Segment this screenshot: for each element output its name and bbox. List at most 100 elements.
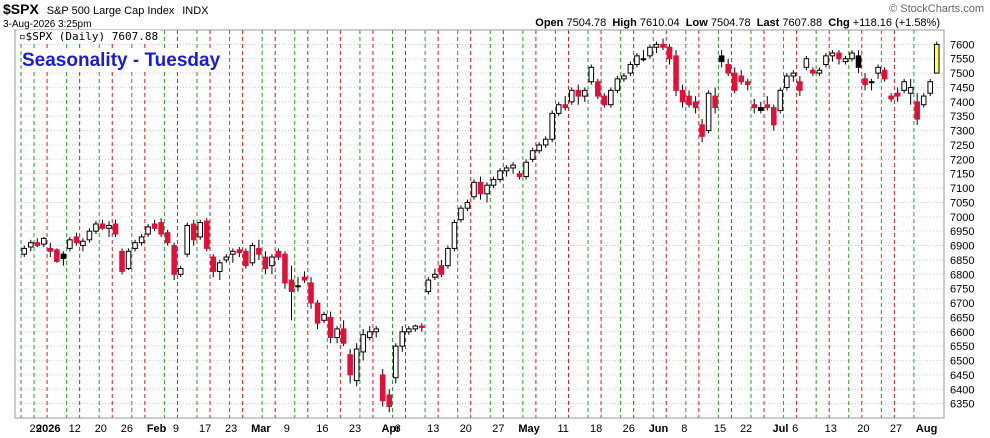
candle-body (282, 253, 288, 284)
candle-body (327, 316, 334, 339)
candle-body (210, 256, 217, 272)
x-tick-label: 9 (284, 423, 290, 435)
y-tick-label: 7400 (950, 97, 974, 109)
candle-body (803, 58, 810, 68)
symbol: $SPX (3, 1, 39, 17)
candle-body (21, 247, 28, 255)
candle-body (477, 181, 484, 195)
candle-body (829, 52, 836, 57)
candle-body (308, 282, 314, 304)
candle-body (99, 223, 106, 229)
x-tick-label: 27 (492, 423, 504, 435)
ohlc-readout: Open 7504.78 High 7610.04 Low 7504.78 La… (535, 17, 940, 29)
candle-body (920, 95, 927, 106)
candle-body (640, 58, 647, 61)
x-tick-label: Mar (251, 423, 271, 435)
x-tick-label: Jun (649, 423, 669, 435)
candle-body (262, 256, 269, 270)
candle-body (164, 232, 171, 244)
candle-body (555, 104, 562, 114)
candle-body (816, 69, 823, 74)
candle-body (360, 334, 366, 353)
candle-body (503, 167, 510, 172)
candle-body (536, 144, 542, 152)
candle-body (392, 345, 399, 379)
y-tick-label: 7050 (950, 197, 974, 209)
y-tick-label: 6750 (950, 284, 974, 296)
y-tick-label: 6500 (950, 356, 974, 368)
candle-body (549, 112, 555, 140)
candle-body (686, 95, 692, 106)
y-tick-label: 7100 (950, 183, 974, 195)
chart-date: 3-Aug-2026 3:25pm (3, 19, 92, 30)
candle-body (692, 101, 699, 109)
low-value: 7504.78 (710, 17, 751, 29)
candle-body (568, 89, 575, 103)
candle-body (106, 224, 112, 229)
candle-body (301, 276, 308, 281)
x-tick-label: Aug (916, 423, 937, 435)
candle-body (894, 92, 901, 97)
x-tick-label: 22 (740, 423, 752, 435)
candle-body (595, 81, 601, 97)
candle-body (230, 250, 236, 255)
candle-body (438, 265, 445, 275)
candle-body (927, 81, 934, 94)
candle-body (151, 223, 158, 229)
y-tick-label: 7350 (950, 111, 974, 123)
candle-body (849, 52, 855, 60)
x-tick-label: 23 (225, 423, 237, 435)
candle-body (823, 55, 829, 65)
y-tick-label: 7150 (950, 169, 974, 181)
candle-body (86, 230, 93, 241)
candle-body (256, 247, 262, 255)
index-name: S&P 500 Large Cap Index (46, 5, 175, 17)
last-value: 7607.88 (782, 17, 823, 29)
candle-body (190, 223, 197, 241)
candle-body (471, 181, 477, 198)
candle-body (184, 224, 190, 255)
plot-frame (14, 29, 945, 419)
x-tick-label: 8 (681, 423, 687, 435)
candle-body (93, 223, 99, 232)
x-tick-label: Apr (381, 423, 401, 435)
candle-body (249, 245, 256, 264)
y-tick-label: 7500 (950, 68, 974, 80)
high-value: 7610.04 (639, 17, 680, 29)
x-tick-label: 15 (714, 423, 726, 435)
candle-body (334, 328, 340, 339)
candle-body (34, 242, 41, 247)
candle-body (510, 164, 516, 169)
x-tick-label: 2026 (36, 423, 60, 435)
x-tick-label: 26 (623, 423, 635, 435)
candle-body (718, 55, 725, 63)
x-tick-label: 13 (427, 423, 439, 435)
candle-body (60, 253, 67, 259)
candle-body (933, 43, 940, 74)
candle-body (432, 273, 438, 278)
y-tick-label: 6400 (950, 384, 974, 396)
candle-body (203, 220, 210, 249)
x-tick-label: 17 (199, 423, 211, 435)
candle-body (41, 237, 47, 245)
candle-body (138, 236, 145, 244)
candle-body (529, 150, 536, 160)
candle-body (621, 75, 627, 80)
y-tick-label: 6950 (950, 226, 974, 238)
y-tick-label: 6350 (950, 399, 974, 411)
candle-body (523, 161, 529, 178)
y-tick-label: 6650 (950, 312, 974, 324)
candle-body (542, 138, 549, 146)
x-tick-label: 26 (121, 423, 133, 435)
x-tick-label: 13 (825, 423, 837, 435)
y-tick-label: 6900 (950, 241, 974, 253)
candle-body (295, 285, 301, 288)
x-tick-label: 18 (590, 423, 602, 435)
candle-body (888, 95, 894, 100)
y-tick-label: 6450 (950, 370, 974, 382)
y-tick-label: 7250 (950, 140, 974, 152)
candle-body (653, 43, 660, 48)
candle-body (145, 226, 151, 235)
candle-body (777, 89, 784, 111)
